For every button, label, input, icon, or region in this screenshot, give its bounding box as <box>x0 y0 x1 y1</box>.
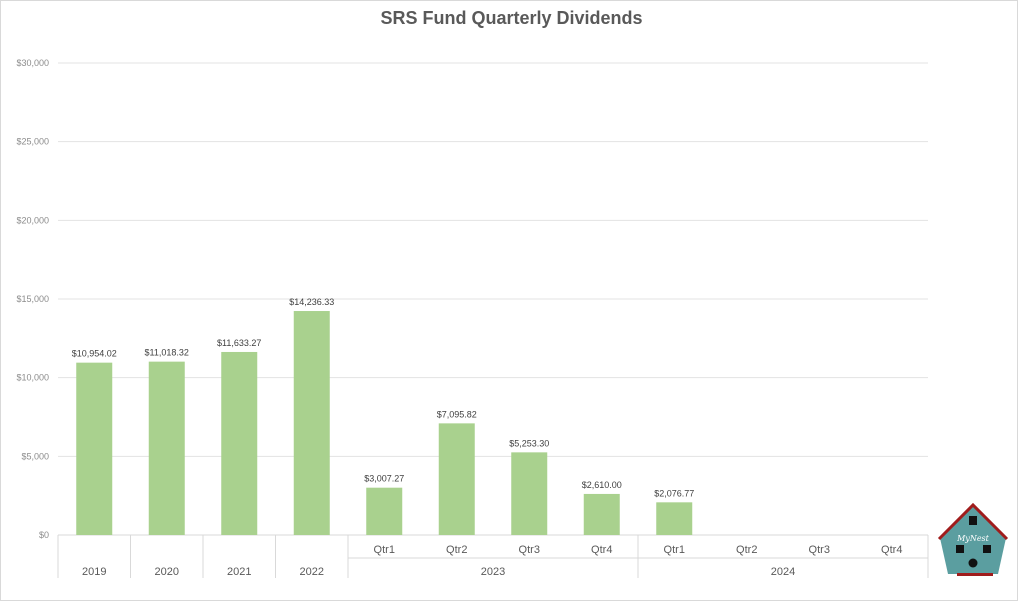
x-group-label: 2024 <box>771 566 795 578</box>
x-tick-label: Qtr1 <box>664 544 685 556</box>
y-tick-label: $5,000 <box>21 451 49 461</box>
x-group-label: 2023 <box>481 566 505 578</box>
x-tick-label: Qtr4 <box>591 544 612 556</box>
y-tick-label: $10,000 <box>16 373 49 383</box>
bar <box>438 423 475 535</box>
bar <box>583 493 620 535</box>
y-tick-label: $15,000 <box>16 294 49 304</box>
data-label: $10,954.02 <box>72 349 117 359</box>
data-label: $11,018.32 <box>145 348 189 358</box>
y-tick-label: $30,000 <box>16 58 49 68</box>
bar <box>293 311 330 535</box>
x-tick-label: Qtr1 <box>374 544 395 556</box>
x-group-label: 2022 <box>300 566 324 578</box>
bar <box>656 502 693 535</box>
y-tick-label: $25,000 <box>16 137 49 147</box>
bar <box>76 362 113 535</box>
data-label: $11,633.27 <box>217 338 261 348</box>
data-label: $2,076.77 <box>654 488 694 498</box>
bar <box>366 487 403 535</box>
y-tick-label: $20,000 <box>16 215 49 225</box>
data-label: $3,007.27 <box>364 474 404 484</box>
chart-title: SRS Fund Quarterly Dividends <box>380 8 643 28</box>
x-tick-label: Qtr2 <box>446 544 467 556</box>
x-group-label: 2019 <box>82 566 106 578</box>
data-label: $14,236.33 <box>289 297 334 307</box>
x-tick-label: Qtr3 <box>519 544 540 556</box>
x-group-label: 2021 <box>227 566 251 578</box>
x-tick-label: Qtr2 <box>736 544 757 556</box>
y-tick-label: $0 <box>39 530 49 540</box>
data-label: $2,610.00 <box>582 480 622 490</box>
x-tick-label: Qtr3 <box>809 544 830 556</box>
bar <box>221 351 258 535</box>
bar <box>511 452 548 535</box>
x-tick-label: Qtr4 <box>881 544 902 556</box>
bar <box>148 361 185 535</box>
data-label: $7,095.82 <box>437 409 477 419</box>
data-label: $5,253.30 <box>509 438 549 448</box>
x-group-label: 2020 <box>155 566 179 578</box>
